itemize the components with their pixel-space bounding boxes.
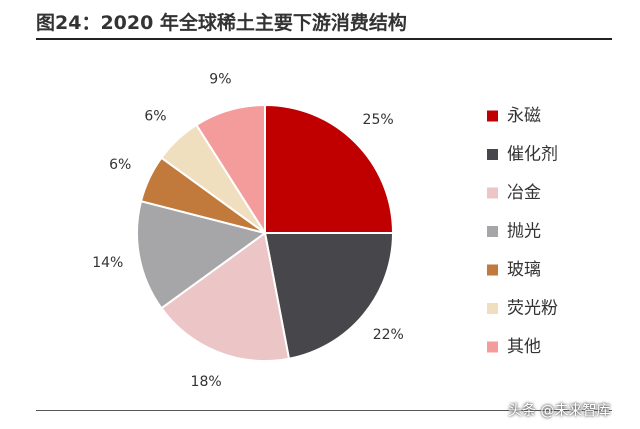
legend-label-5: 荧光粉 — [507, 299, 558, 319]
pie-slice-2 — [160, 231, 291, 362]
pie-slices — [136, 103, 395, 362]
chart-title: 图24：2020 年全球稀土主要下游消费结构 — [36, 12, 407, 34]
legend-label-6: 其他 — [507, 337, 541, 357]
legend-label-3: 抛光 — [507, 222, 541, 242]
legend-label-0: 永磁 — [507, 106, 541, 126]
pie-slice-0 — [264, 103, 395, 234]
legend-swatch-2 — [487, 187, 498, 199]
pie-data-label-1: 22% — [373, 327, 404, 343]
pie-data-label-3: 14% — [92, 255, 123, 271]
pie-data-label-4: 6% — [109, 157, 131, 173]
pie-data-label-0: 25% — [363, 112, 394, 128]
pie-slice-1 — [263, 232, 395, 360]
watermark: 头条 @未来智库 — [508, 403, 611, 419]
legend-swatch-4 — [487, 264, 498, 276]
pie-slice-6 — [195, 103, 266, 237]
pie-data-label-2: 18% — [191, 374, 222, 390]
legend-swatch-1 — [487, 149, 498, 160]
legend-swatch-6 — [487, 341, 498, 353]
pie-data-label-6: 9% — [209, 71, 231, 87]
pie-data-label-5: 6% — [144, 108, 166, 124]
legend-swatch-3 — [487, 226, 498, 237]
pie-slice-3 — [136, 199, 268, 310]
pie-data-labels: 25% 22% 18% 14% 6% 6% 9% — [92, 71, 404, 389]
legend-label-4: 玻璃 — [507, 260, 541, 280]
bottom-rule — [36, 410, 612, 411]
title-rule — [36, 38, 612, 40]
legend-swatch-5 — [487, 303, 498, 314]
legend-label-1: 催化剂 — [507, 145, 558, 165]
legend-swatch-0 — [487, 110, 498, 122]
legend-label-2: 冶金 — [507, 183, 541, 203]
